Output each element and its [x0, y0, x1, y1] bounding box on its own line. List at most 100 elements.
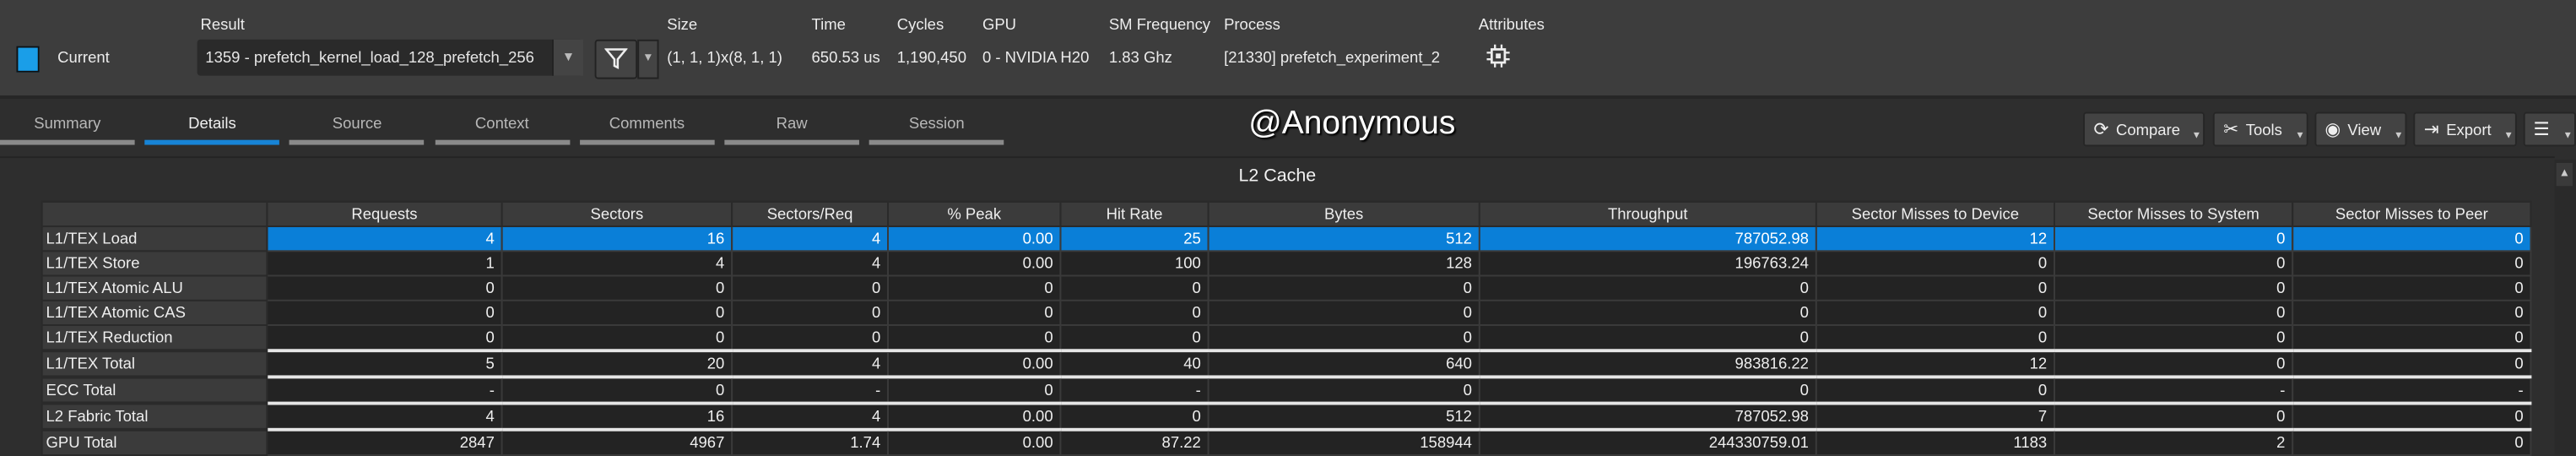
table-cell[interactable]: 0	[2292, 324, 2532, 352]
table-cell[interactable]: 512	[1207, 401, 1480, 431]
view-button[interactable]: ◉ View ▼	[2314, 111, 2407, 147]
table-cell[interactable]: 16	[501, 401, 733, 431]
table-cell[interactable]: 512	[1207, 225, 1480, 252]
tab-summary[interactable]: Summary	[0, 106, 135, 145]
table-cell[interactable]: 4	[266, 401, 503, 431]
table-cell[interactable]: 4	[501, 250, 733, 277]
table-cell[interactable]: 0	[1207, 274, 1480, 301]
table-row[interactable]: L1/TEX Reduction 0 0 0 0 0 0 0 0 0 0	[41, 324, 2532, 352]
table-cell[interactable]: 0	[1059, 401, 1210, 431]
table-cell[interactable]: 0	[2292, 401, 2532, 431]
filter-dropdown-button[interactable]: ▼	[637, 39, 659, 79]
table-cell[interactable]: 7	[1815, 401, 2055, 431]
table-cell[interactable]: 0.00	[887, 349, 1062, 378]
table-cell[interactable]: 0	[1478, 375, 1817, 404]
table-cell[interactable]: 0	[1815, 324, 2055, 352]
table-cell[interactable]: 128	[1207, 250, 1480, 277]
table-cell[interactable]: 0	[501, 375, 733, 404]
table-cell[interactable]: 4	[731, 225, 890, 252]
table-cell[interactable]: 0	[266, 324, 503, 352]
table-cell[interactable]: 0	[2292, 427, 2532, 456]
column-header[interactable]: Sector Misses to Peer	[2292, 200, 2532, 228]
table-cell[interactable]: 0	[2292, 349, 2532, 378]
table-cell[interactable]: 0	[1207, 299, 1480, 326]
tab-source[interactable]: Source	[290, 106, 425, 145]
table-row[interactable]: L1/TEX Store 1 4 4 0.00 100 128 196763.24 0 0 0	[41, 250, 2532, 277]
table-cell[interactable]: 0	[2053, 250, 2294, 277]
table-cell[interactable]: 0	[2053, 299, 2294, 326]
table-cell[interactable]: 5	[266, 349, 503, 378]
table-cell[interactable]: 0	[887, 274, 1062, 301]
table-cell[interactable]: 0	[1815, 375, 2055, 404]
table-cell[interactable]: 158944	[1207, 427, 1480, 456]
compare-button[interactable]: ⟳ Compare ▼	[2083, 111, 2205, 147]
table-cell[interactable]: 0	[1207, 324, 1480, 352]
chevron-down-icon[interactable]: ▼	[551, 39, 583, 76]
table-cell[interactable]: 1183	[1815, 427, 2055, 456]
tab-session[interactable]: Session	[869, 106, 1004, 145]
table-cell[interactable]: 0	[501, 274, 733, 301]
table-cell[interactable]: 0	[2292, 250, 2532, 277]
table-cell[interactable]: 0	[887, 299, 1062, 326]
table-cell[interactable]: 0	[887, 324, 1062, 352]
table-cell[interactable]: 4967	[501, 427, 733, 456]
column-header[interactable]: Requests	[266, 200, 503, 228]
table-cell[interactable]: 100	[1059, 250, 1210, 277]
table-cell[interactable]: 4	[266, 225, 503, 252]
table-row[interactable]: L1/TEX Load 4 16 4 0.00 25 512 787052.98 12 0 0	[41, 225, 2532, 252]
table-cell[interactable]: 0.00	[887, 401, 1062, 431]
column-header[interactable]: Sectors/Req	[731, 200, 890, 228]
table-cell[interactable]: 0	[2292, 299, 2532, 326]
table-cell[interactable]: 2	[2053, 427, 2294, 456]
table-cell[interactable]: 0	[1059, 299, 1210, 326]
column-header[interactable]: Bytes	[1207, 200, 1480, 228]
table-cell[interactable]: 0	[2053, 324, 2294, 352]
table-cell[interactable]: 0	[1478, 299, 1817, 326]
table-cell[interactable]: 0	[887, 375, 1062, 404]
table-cell[interactable]: 787052.98	[1478, 401, 1817, 431]
vertical-scrollbar[interactable]: ▲	[2554, 160, 2576, 455]
table-cell[interactable]: 640	[1207, 349, 1480, 378]
table-cell[interactable]: 0	[1059, 274, 1210, 301]
table-cell[interactable]: 983816.22	[1478, 349, 1817, 378]
table-cell[interactable]: 0	[731, 324, 890, 352]
table-cell[interactable]: 0	[1815, 250, 2055, 277]
table-cell[interactable]: 12	[1815, 349, 2055, 378]
table-cell[interactable]: 0	[731, 274, 890, 301]
table-cell[interactable]: 0	[501, 324, 733, 352]
column-header[interactable]: Throughput	[1478, 200, 1817, 228]
tab-details[interactable]: Details	[144, 106, 280, 145]
table-cell[interactable]: 0	[1059, 324, 1210, 352]
table-cell[interactable]: 20	[501, 349, 733, 378]
column-header[interactable]: % Peak	[887, 200, 1062, 228]
table-cell[interactable]: 244330759.01	[1478, 427, 1817, 456]
table-cell[interactable]: 0	[2053, 225, 2294, 252]
tools-button[interactable]: ✂ Tools ▼	[2212, 111, 2308, 147]
table-cell[interactable]: 0	[1478, 274, 1817, 301]
filter-button[interactable]	[594, 39, 638, 79]
menu-button[interactable]: ☰ ▼	[2523, 111, 2576, 147]
chip-icon[interactable]	[1486, 44, 1510, 73]
table-cell[interactable]: 12	[1815, 225, 2055, 252]
scroll-up-icon[interactable]: ▲	[2556, 162, 2573, 187]
table-cell[interactable]: 787052.98	[1478, 225, 1817, 252]
table-cell[interactable]: -	[731, 375, 890, 404]
table-cell[interactable]: 0	[1207, 375, 1480, 404]
table-cell[interactable]: 0	[731, 299, 890, 326]
table-cell[interactable]: -	[2053, 375, 2294, 404]
tab-comments[interactable]: Comments	[579, 106, 715, 145]
table-cell[interactable]: 1	[266, 250, 503, 277]
table-row[interactable]: L1/TEX Total 5 20 4 0.00 40 640 983816.22 12 0 0	[41, 349, 2532, 378]
table-cell[interactable]: -	[266, 375, 503, 404]
table-cell[interactable]: 2847	[266, 427, 503, 456]
table-cell[interactable]: 0.00	[887, 250, 1062, 277]
table-cell[interactable]: 0	[2292, 225, 2532, 252]
table-cell[interactable]: 4	[731, 401, 890, 431]
table-cell[interactable]: 0	[1478, 324, 1817, 352]
table-cell[interactable]: 0	[266, 299, 503, 326]
table-cell[interactable]: 0.00	[887, 225, 1062, 252]
column-header[interactable]: Hit Rate	[1059, 200, 1210, 228]
table-cell[interactable]: -	[2292, 375, 2532, 404]
table-cell[interactable]: 87.22	[1059, 427, 1210, 456]
column-header[interactable]: Sectors	[501, 200, 733, 228]
